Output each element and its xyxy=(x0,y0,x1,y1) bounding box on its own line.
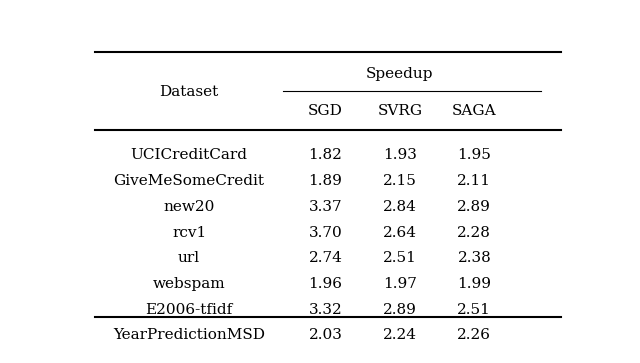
Text: new20: new20 xyxy=(163,200,215,214)
Text: 2.11: 2.11 xyxy=(458,174,492,188)
Text: 2.74: 2.74 xyxy=(308,251,342,265)
Text: YearPredictionMSD: YearPredictionMSD xyxy=(113,329,265,342)
Text: 1.96: 1.96 xyxy=(308,277,342,291)
Text: 2.89: 2.89 xyxy=(383,303,417,317)
Text: Dataset: Dataset xyxy=(159,85,219,99)
Text: rcv1: rcv1 xyxy=(172,225,206,240)
Text: 2.51: 2.51 xyxy=(383,251,417,265)
Text: 2.03: 2.03 xyxy=(308,329,342,342)
Text: 2.64: 2.64 xyxy=(383,225,417,240)
Text: 1.93: 1.93 xyxy=(383,148,417,162)
Text: UCICreditCard: UCICreditCard xyxy=(131,148,248,162)
Text: 3.70: 3.70 xyxy=(308,225,342,240)
Text: E2006-tfidf: E2006-tfidf xyxy=(145,303,233,317)
Text: SGD: SGD xyxy=(308,104,343,118)
Text: 2.26: 2.26 xyxy=(458,329,492,342)
Text: 1.95: 1.95 xyxy=(458,148,492,162)
Text: 3.32: 3.32 xyxy=(308,303,342,317)
Text: 1.82: 1.82 xyxy=(308,148,342,162)
Text: Speedup: Speedup xyxy=(366,67,434,81)
Text: url: url xyxy=(178,251,200,265)
Text: 3.37: 3.37 xyxy=(308,200,342,214)
Text: 1.89: 1.89 xyxy=(308,174,342,188)
Text: 1.97: 1.97 xyxy=(383,277,417,291)
Text: 2.15: 2.15 xyxy=(383,174,417,188)
Text: 2.84: 2.84 xyxy=(383,200,417,214)
Text: 2.38: 2.38 xyxy=(458,251,491,265)
Text: SAGA: SAGA xyxy=(452,104,497,118)
Text: 1.99: 1.99 xyxy=(458,277,492,291)
Text: 2.28: 2.28 xyxy=(458,225,492,240)
Text: 2.24: 2.24 xyxy=(383,329,417,342)
Text: webspam: webspam xyxy=(153,277,225,291)
Text: 2.89: 2.89 xyxy=(458,200,492,214)
Text: SVRG: SVRG xyxy=(378,104,422,118)
Text: 2.51: 2.51 xyxy=(458,303,492,317)
Text: GiveMeSomeCredit: GiveMeSomeCredit xyxy=(114,174,264,188)
